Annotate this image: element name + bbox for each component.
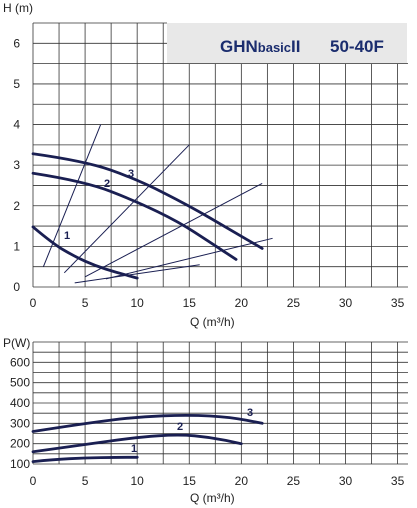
- title-main-ii: II: [291, 37, 300, 56]
- curve-label-2: 2: [177, 421, 183, 433]
- y-tick-label: 0: [13, 280, 20, 294]
- x-tick-label: 5: [82, 296, 89, 310]
- power-flow-chart: P(W) Q (m³/h) 0 5 10 15 20 25 30 35 100 200 300 400…: [3, 336, 408, 505]
- x-tick-label: 15: [183, 296, 197, 310]
- system-curve: [74, 264, 200, 284]
- power-y-label: P(W): [3, 336, 30, 350]
- title-main-ghn: GHN: [220, 37, 258, 56]
- y-tick-label: 5: [13, 77, 20, 91]
- y-tick-label: 500: [10, 376, 30, 390]
- curve-2: [31, 171, 238, 261]
- system-curve: [105, 237, 273, 280]
- x-tick-label: 0: [30, 296, 37, 310]
- y-tick-label: 2: [13, 199, 20, 213]
- head-series: 1 2 3: [31, 152, 264, 280]
- y-tick-label: 4: [13, 118, 20, 132]
- curve-3: [31, 413, 264, 433]
- x-tick-label: 10: [130, 296, 144, 310]
- head-flow-chart: GHNbasicII 50-40F H (m) Q (m³/h) 0 5 10 15 2…: [3, 1, 408, 329]
- curve-label-1: 1: [64, 230, 70, 242]
- x-tick-label: 0: [30, 474, 37, 488]
- x-tick-label: 30: [339, 296, 353, 310]
- y-tick-label: 300: [10, 416, 30, 430]
- y-tick-label: 400: [10, 396, 30, 410]
- title-box: [167, 23, 407, 64]
- y-tick-label: 1: [13, 239, 20, 253]
- y-tick-label: 600: [10, 355, 30, 369]
- title-main: GHNbasicII: [220, 37, 300, 56]
- curve-label-2: 2: [104, 178, 110, 190]
- head-grid: [32, 22, 408, 288]
- curve-3: [31, 152, 264, 250]
- curve-label-3: 3: [247, 407, 253, 419]
- curve-1: [31, 455, 139, 463]
- system-curve: [42, 124, 102, 267]
- power-ticks: 0 5 10 15 20 25 30 35 100 200 300 400 500 600: [10, 355, 405, 488]
- y-tick-label: 200: [10, 437, 30, 451]
- y-tick-label: 3: [13, 158, 20, 172]
- head-x-label: Q (m³/h): [190, 315, 235, 329]
- title-model: 50-40F: [330, 37, 384, 56]
- power-grid: [32, 341, 408, 465]
- title-main-basic: basic: [258, 40, 291, 55]
- power-x-label: Q (m³/h): [190, 491, 235, 505]
- x-tick-label: 5: [82, 474, 89, 488]
- x-tick-label: 35: [391, 296, 405, 310]
- x-tick-label: 20: [235, 296, 249, 310]
- x-tick-label: 25: [287, 474, 301, 488]
- system-curve: [84, 182, 263, 278]
- y-tick-label: 100: [10, 457, 30, 471]
- y-tick-label: 6: [13, 36, 20, 50]
- curve-label-3: 3: [128, 168, 134, 180]
- curve-label-1: 1: [131, 443, 137, 455]
- x-tick-label: 25: [287, 296, 301, 310]
- system-curve: [63, 144, 190, 274]
- curve-1: [31, 225, 139, 280]
- x-tick-label: 35: [391, 474, 405, 488]
- x-tick-label: 20: [235, 474, 249, 488]
- x-tick-label: 10: [130, 474, 144, 488]
- head-y-label: H (m): [3, 1, 33, 15]
- x-tick-label: 30: [339, 474, 353, 488]
- head-ticks: 0 5 10 15 20 25 30 35 0 1 2 3 4 5 6: [13, 36, 404, 310]
- curve-2: [31, 433, 243, 454]
- x-tick-label: 15: [183, 474, 197, 488]
- power-series: 1 2 3: [31, 407, 264, 463]
